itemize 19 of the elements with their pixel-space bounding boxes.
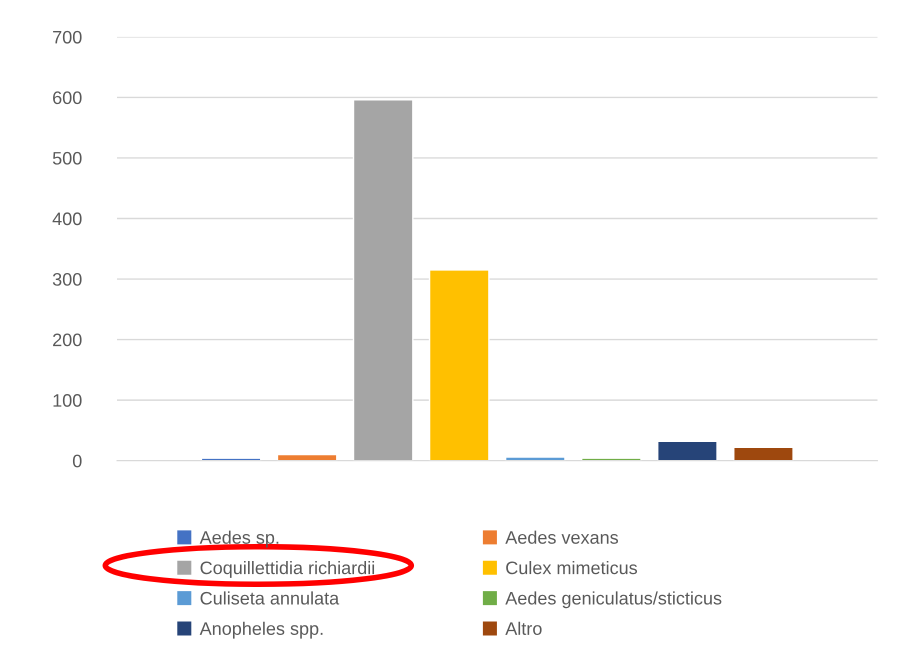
legend-label: Coquillettidia richiardii [200, 560, 374, 578]
bar [657, 440, 718, 461]
legend-label: Aedes geniculatus/sticticus [505, 591, 722, 608]
legend-label: Anopheles spp. [200, 622, 322, 639]
y-tick-label: 200 [53, 334, 82, 346]
y-tick-label: 400 [52, 212, 82, 226]
y-tick-label: 300 [52, 272, 82, 286]
legend-label: Culiseta annulata [200, 591, 340, 605]
y-tick-label: 0 [72, 454, 82, 468]
y-tick-label: 700 [53, 30, 82, 44]
bar [428, 269, 490, 461]
bar [352, 99, 414, 461]
y-tick-label: 100 [54, 394, 82, 407]
y-tick-label: 500 [52, 152, 82, 165]
bar [733, 446, 794, 461]
legend-label: Culex mimeticus [506, 560, 638, 574]
legend-label: Aedes vexans [505, 530, 618, 544]
legend-label: Altro [505, 622, 542, 635]
y-tick-label: 600 [53, 91, 82, 104]
